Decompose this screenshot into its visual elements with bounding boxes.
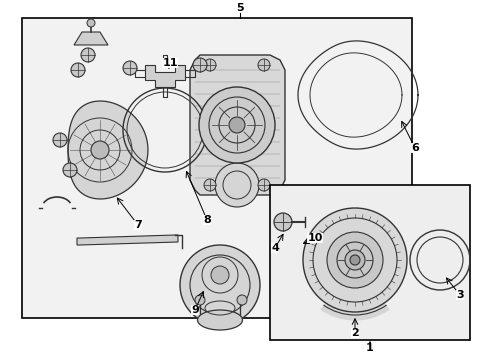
Text: 4: 4 [271,243,279,253]
Circle shape [204,59,216,71]
Polygon shape [68,101,148,199]
Polygon shape [145,65,185,87]
Circle shape [258,179,270,191]
Circle shape [215,163,259,207]
Text: 5: 5 [236,3,244,13]
Text: 1: 1 [366,343,374,353]
Bar [270,185,470,340]
Text: 6: 6 [411,143,419,153]
Circle shape [91,141,109,159]
Polygon shape [74,32,108,45]
Circle shape [193,58,207,72]
Circle shape [87,19,95,27]
Circle shape [211,266,229,284]
Text: 2: 2 [351,328,359,338]
Ellipse shape [197,310,243,330]
Polygon shape [77,235,178,245]
Circle shape [195,295,205,305]
Text: 9: 9 [191,305,199,315]
Circle shape [345,250,365,270]
Circle shape [81,48,95,62]
Text: 7: 7 [134,220,142,230]
Text: 10: 10 [307,233,323,243]
Circle shape [63,163,77,177]
Bar [22,18,412,318]
Circle shape [350,255,360,265]
Polygon shape [190,55,285,195]
Circle shape [53,133,67,147]
Circle shape [204,179,216,191]
Circle shape [123,61,137,75]
Circle shape [327,232,383,288]
Circle shape [180,245,260,325]
Circle shape [274,213,292,231]
Circle shape [199,87,275,163]
Ellipse shape [195,266,245,304]
Text: 8: 8 [203,215,211,225]
Circle shape [258,59,270,71]
Circle shape [71,63,85,77]
Circle shape [237,295,247,305]
Text: 11: 11 [162,58,178,68]
Circle shape [303,208,407,312]
Text: 3: 3 [456,290,464,300]
Circle shape [229,117,245,133]
